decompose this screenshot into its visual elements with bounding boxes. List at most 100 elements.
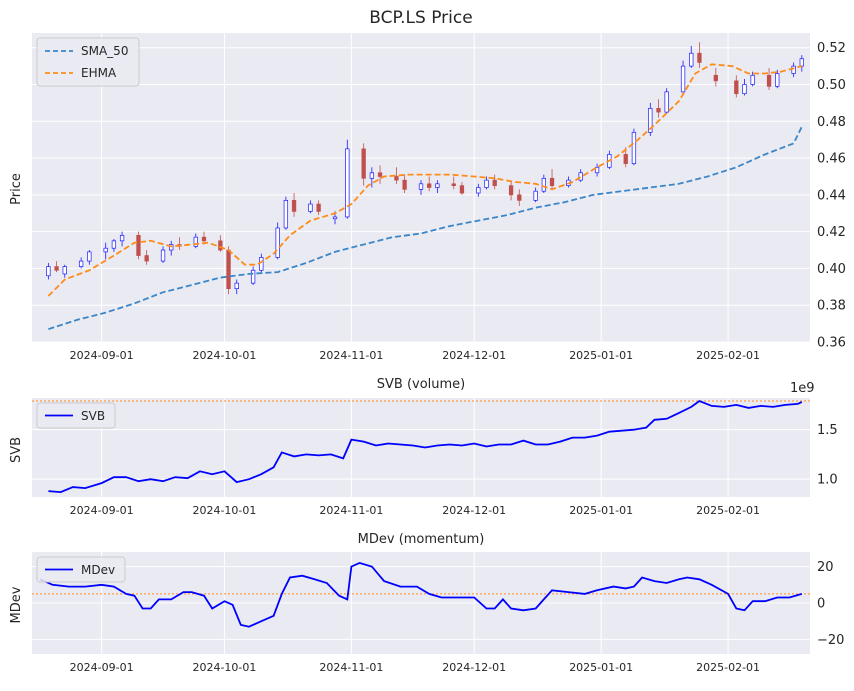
x-tick-label: 2024-09-01: [70, 349, 134, 362]
candle-up: [193, 236, 198, 247]
candle-up: [283, 200, 289, 229]
candle-down: [508, 185, 514, 196]
ehma-line: [47, 63, 803, 297]
x-tick-label: 2024-10-01: [192, 661, 256, 674]
y-tick-label: 0.40: [817, 262, 846, 277]
candle-down: [201, 236, 207, 242]
x-tick-label: 2024-11-01: [319, 349, 383, 362]
y-tick-label: 0.44: [817, 188, 846, 203]
y-tick-label: 20: [817, 560, 834, 575]
x-tick-label: 2024-11-01: [319, 661, 383, 674]
candle-up: [46, 266, 51, 277]
plot-area-1: 2024-09-01 2024-10-01 2024-11-01 2024-12-01…: [32, 398, 838, 517]
y-tick-label: 0.38: [817, 299, 846, 314]
candle-up: [345, 148, 350, 218]
candle-down: [427, 183, 432, 188]
candle-up: [275, 227, 280, 258]
price-y-axis-label: Price: [9, 173, 24, 205]
candle-up: [791, 65, 796, 74]
candle-up: [664, 91, 669, 113]
candle-down: [54, 266, 59, 271]
legend-label-sma: SMA_50: [81, 44, 128, 58]
volume-chart-title: SVB (volume): [377, 377, 466, 392]
candle-down: [549, 177, 555, 187]
candle-down: [734, 80, 739, 95]
candle-down: [291, 200, 297, 212]
candle-up: [160, 249, 166, 262]
candle-down: [218, 240, 223, 251]
volume-multiplier-label: 1e9: [790, 381, 815, 396]
y-tick-label: 0: [817, 597, 825, 612]
y-tick-label: 0.46: [817, 152, 846, 167]
candle-down: [713, 74, 718, 82]
candle-up: [742, 84, 747, 95]
candle-up: [369, 172, 375, 179]
candle-down: [766, 74, 772, 87]
candle-up: [332, 216, 338, 220]
candle-up: [750, 74, 755, 85]
y-tick-label: 1.0: [817, 473, 838, 488]
x-tick-label: 2025-01-01: [569, 504, 633, 517]
x-tick-label: 2024-09-01: [70, 504, 134, 517]
candle-up: [234, 282, 239, 290]
momentum-panel: 2024-09-01 2024-10-01 2024-11-01 2024-12-01…: [9, 532, 844, 674]
x-tick-label: 2025-01-01: [569, 349, 633, 362]
x-tick-label: 2025-02-01: [696, 504, 760, 517]
candle-up: [418, 183, 424, 190]
y-tick-label: 0.42: [817, 225, 846, 240]
candle-down: [144, 255, 149, 262]
sma-50-line: [48, 126, 803, 330]
candle-up: [62, 266, 67, 275]
candle-up: [594, 166, 600, 174]
candle-up: [78, 260, 84, 267]
candle-up: [680, 65, 686, 93]
volume-panel: 2024-09-01 2024-10-01 2024-11-01 2024-12-01…: [9, 377, 838, 517]
x-tick-label: 2025-01-01: [569, 661, 633, 674]
candle-up: [578, 172, 583, 181]
x-tick-label: 2024-11-01: [319, 504, 383, 517]
x-tick-label: 2024-12-01: [442, 504, 506, 517]
candle-down: [316, 203, 321, 212]
candle-down: [394, 176, 399, 181]
y-tick-label: 0.50: [817, 78, 846, 93]
candle-up: [775, 73, 780, 87]
candle-up: [648, 108, 653, 133]
volume-y-axis-label: SVB: [9, 437, 24, 463]
candle-down: [377, 172, 383, 177]
candle-up: [435, 183, 440, 188]
candle-up: [87, 251, 92, 262]
mdev-line: [39, 561, 803, 628]
candle-up: [308, 203, 313, 212]
legend-label-svb: SVB: [81, 409, 105, 423]
price-chart-title: BCP.LS Price: [369, 8, 472, 28]
momentum-y-axis-label: MDev: [9, 586, 24, 623]
svb-line: [48, 399, 803, 494]
x-tick-label: 2025-02-01: [696, 661, 760, 674]
x-tick-label: 2024-09-01: [70, 661, 134, 674]
candle-up: [689, 52, 694, 67]
candle-down: [226, 249, 231, 290]
y-tick-label: 0.48: [817, 115, 846, 130]
candle-up: [799, 58, 804, 67]
candle-down: [697, 52, 702, 63]
momentum-chart-title: MDev (momentum): [358, 532, 485, 547]
x-tick-label: 2024-10-01: [192, 504, 256, 517]
candle-up: [541, 177, 546, 192]
candle-up: [250, 269, 256, 284]
x-tick-label: 2024-12-01: [442, 349, 506, 362]
candle-up: [119, 234, 125, 242]
momentum-legend: MDev: [36, 556, 126, 583]
price-panel: 2024-09-01 2024-10-01 2024-11-01 2024-12-01…: [9, 8, 846, 362]
legend-label-ehma: EHMA: [81, 66, 117, 80]
volume-legend: SVB: [36, 402, 116, 429]
y-tick-label: 0.36: [817, 336, 846, 351]
plot-area-0: 2024-09-01 2024-10-01 2024-11-01 2024-12-01…: [32, 33, 846, 362]
legend-label-mdev: MDev: [81, 563, 115, 577]
candle-up: [484, 179, 489, 188]
candle-up: [103, 247, 108, 253]
candle-down: [517, 194, 522, 201]
y-tick-label: 1.5: [817, 423, 838, 438]
plot-area-2: 2024-09-01 2024-10-01 2024-11-01 2024-12-01…: [32, 552, 844, 674]
y-tick-label: −20: [817, 633, 844, 648]
